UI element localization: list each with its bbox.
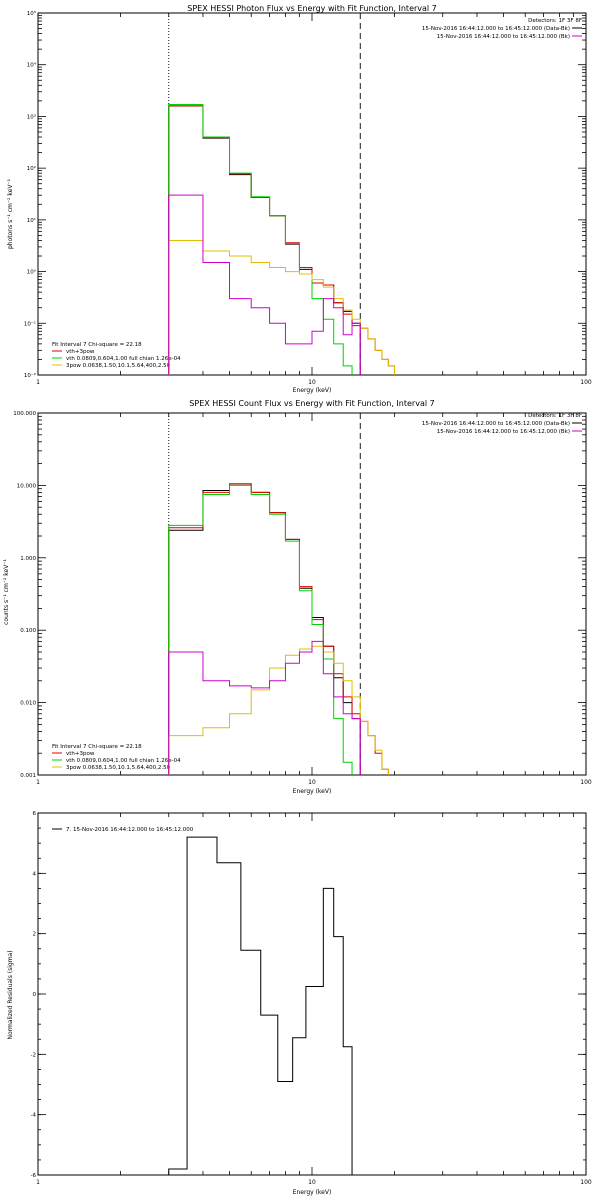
y-tick-label: 10.000 xyxy=(17,483,37,489)
series-residuals xyxy=(168,836,353,1175)
x-tick-label: 1 xyxy=(36,1179,40,1186)
y-tick-label: -6 xyxy=(31,1173,37,1179)
x-tick-label: 10 xyxy=(308,779,316,786)
residuals-legend-label: 7. 15-Nov-2016 16:44:12.000 to 16:45:12.… xyxy=(66,827,194,833)
series-3pow xyxy=(168,645,389,775)
y-tick-label: -4 xyxy=(31,1113,37,1119)
count-flux-panel: SPEX HESSI Count Flux vs Energy with Fit… xyxy=(3,399,592,795)
x-tick-label: 100 xyxy=(580,1179,592,1186)
plot-frame-2 xyxy=(37,812,587,1176)
photon-flux-legend-data-bk: 15-Nov-2016 16:44:12.000 to 16:45:12.000… xyxy=(422,26,570,32)
y-tick-label: 10² xyxy=(27,165,36,172)
y-tick-label: 1.000 xyxy=(20,556,36,562)
y-tick-label: 0.100 xyxy=(20,628,36,634)
y-tick-label: 100.000 xyxy=(13,411,36,417)
y-tick-label: 0 xyxy=(33,992,37,998)
count-fit-interval-label: Fit Interval 7 Chi-square = 22.18 xyxy=(52,744,142,750)
residuals-panel: Normalized Residuals (sigma) Energy (keV… xyxy=(7,811,592,1196)
y-tick-label: 0.010 xyxy=(20,701,36,707)
y-tick-label: 10⁻² xyxy=(24,372,36,379)
x-tick-label: 100 xyxy=(580,379,592,386)
series-vth xyxy=(168,484,353,775)
photon-flux-legend-bk: 15-Nov-2016 16:44:12.000 to 16:45:12.000… xyxy=(437,34,570,40)
x-tick-label: 1 xyxy=(36,779,40,786)
x-tick-label: 100 xyxy=(580,779,592,786)
series-vth-3pow xyxy=(168,483,389,775)
y-tick-label: 10⁰ xyxy=(27,269,37,276)
count-legend-3pow: 3pow 0.0638,1.50,10.1,5.64,400,2.50 xyxy=(66,765,171,771)
plot-frame-0 xyxy=(37,12,587,376)
y-tick-label: 10⁵ xyxy=(27,10,36,17)
count-flux-title: SPEX HESSI Count Flux vs Energy with Fit… xyxy=(189,399,434,408)
series-3pow xyxy=(168,239,395,375)
x-tick-label: 10 xyxy=(308,379,316,386)
residuals-ylabel: Normalized Residuals (sigma) xyxy=(7,950,14,1039)
photon-flux-legend-detectors: Detectors: 1F 3F 8F xyxy=(528,18,582,24)
y-tick-label: 4 xyxy=(33,871,37,877)
x-tick-label: 1 xyxy=(36,379,40,386)
count-flux-xlabel: Energy (keV) xyxy=(293,788,332,795)
photon-flux-ylabel: photons s⁻¹ cm⁻² keV⁻¹ xyxy=(7,178,14,249)
y-tick-label: 0.001 xyxy=(20,773,36,779)
photon-legend-vth: vth 0.0809,0.604,1.00 full chian 1.26e-0… xyxy=(66,356,181,362)
photon-legend-3pow: 3pow 0.0638,1.50,10.1,5.64,400,2.50 xyxy=(66,363,171,369)
photon-flux-panel: SPEX HESSI Photon Flux vs Energy with Fi… xyxy=(7,4,592,394)
y-tick-label: 10⁴ xyxy=(27,62,37,69)
x-tick-label: 10 xyxy=(308,1179,316,1186)
count-legend-vth3pow: vth+3pow xyxy=(66,751,95,757)
photon-flux-title: SPEX HESSI Photon Flux vs Energy with Fi… xyxy=(187,4,437,13)
y-tick-label: 10³ xyxy=(27,113,36,120)
series-background xyxy=(168,194,361,375)
count-flux-legend-bk: 15-Nov-2016 16:44:12.000 to 16:45:12.000… xyxy=(437,429,570,435)
photon-fit-interval-label: Fit Interval 7 Chi-square = 22.18 xyxy=(52,342,142,348)
photon-flux-xlabel: Energy (keV) xyxy=(293,387,332,394)
residuals-xlabel: Energy (keV) xyxy=(293,1189,332,1196)
y-tick-label: -2 xyxy=(31,1052,36,1058)
y-tick-label: 10¹ xyxy=(27,217,36,224)
count-legend-vth: vth 0.0809,0.604,1.00 full chian 1.26e-0… xyxy=(66,758,181,764)
photon-legend-vth3pow: vth+3pow xyxy=(66,349,95,355)
series-background xyxy=(168,640,361,775)
series-vth xyxy=(168,104,353,375)
y-tick-label: 10⁻¹ xyxy=(24,320,36,327)
count-flux-legend-detectors: Detectors: 1F 3F 8F xyxy=(528,413,582,419)
y-tick-label: 6 xyxy=(33,811,37,817)
y-tick-label: 2 xyxy=(33,932,37,938)
count-flux-legend-data-bk: 15-Nov-2016 16:44:12.000 to 16:45:12.000… xyxy=(422,421,570,427)
count-flux-ylabel: counts s⁻¹ cm⁻² keV⁻¹ xyxy=(3,559,10,625)
